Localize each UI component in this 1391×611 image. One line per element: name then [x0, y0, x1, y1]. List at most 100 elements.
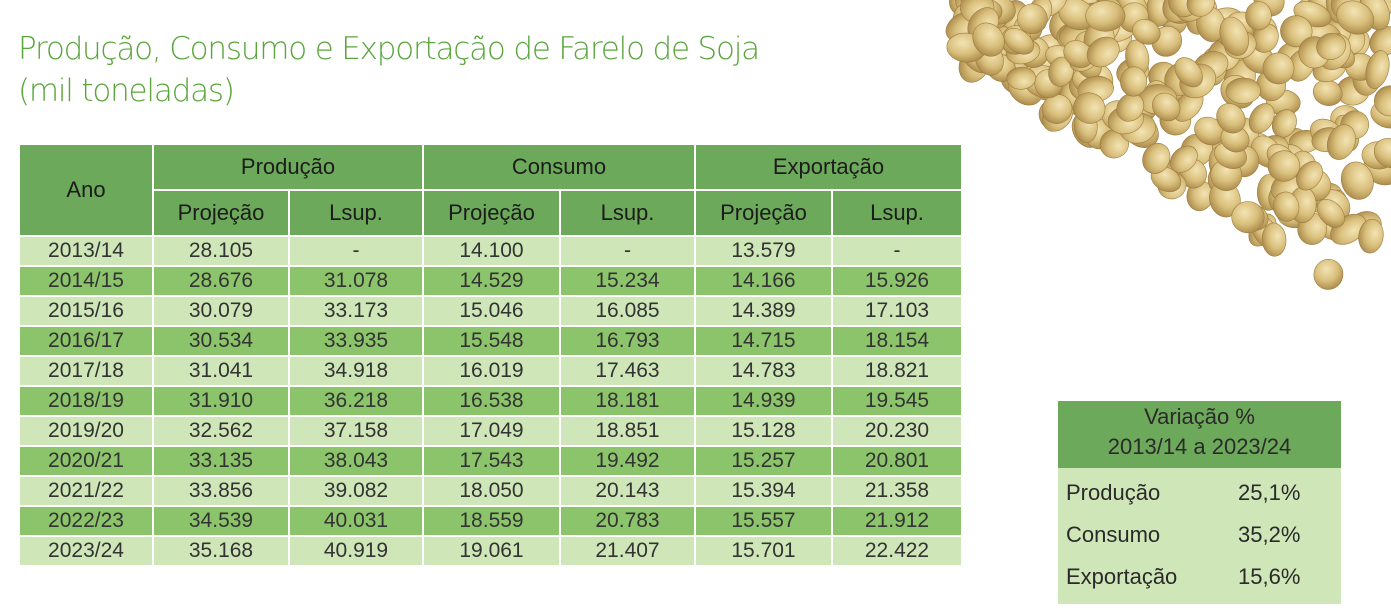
value-cell: 18.559	[422, 505, 561, 537]
value-cell: 38.043	[288, 445, 424, 477]
value-cell: 30.079	[152, 295, 290, 327]
soybean-shape	[1316, 32, 1346, 60]
soybean-shape	[1225, 77, 1261, 104]
soybean-shape	[1369, 26, 1391, 57]
soybean-shape	[1272, 191, 1300, 222]
value-cell: 14.529	[422, 265, 561, 297]
value-cell: 18.821	[831, 355, 963, 387]
value-cell: 39.082	[288, 475, 424, 507]
year-cell: 2022/23	[18, 505, 154, 537]
table-row: 2019/20 32.562 37.158 17.049 18.851 15.128 20.…	[18, 415, 963, 447]
value-cell: 19.492	[559, 445, 696, 477]
soybean-shape	[972, 22, 1005, 57]
value-cell: 35.168	[152, 535, 290, 567]
value-cell: 28.105	[152, 235, 290, 267]
value-cell: 15.234	[559, 265, 696, 297]
value-cell: 21.912	[831, 505, 963, 537]
soybean-shape	[1120, 66, 1148, 97]
variation-summary-box: Variação % 2013/14 a 2023/24 Produção 25…	[1058, 401, 1341, 604]
value-cell: 13.579	[694, 235, 833, 267]
value-cell: -	[288, 235, 424, 267]
soybean-shape	[1358, 218, 1384, 254]
value-cell: 33.935	[288, 325, 424, 357]
value-cell: 21.358	[831, 475, 963, 507]
year-cell: 2016/17	[18, 325, 154, 357]
value-cell: 20.143	[559, 475, 696, 507]
soybean-shape	[1316, 199, 1345, 228]
soybean-shape	[1073, 92, 1106, 124]
year-cell: 2013/14	[18, 235, 154, 267]
summary-value: 15,6%	[1238, 564, 1301, 589]
soybean-shape	[1216, 103, 1246, 134]
summary-value: 35,2%	[1238, 522, 1301, 547]
value-cell: 15.394	[694, 475, 833, 507]
value-cell: 30.534	[152, 325, 290, 357]
soybean-shape	[1365, 50, 1390, 89]
value-cell: 33.173	[288, 295, 424, 327]
summary-value: 25,1%	[1238, 480, 1301, 505]
value-cell: 34.539	[152, 505, 290, 537]
year-cell: 2014/15	[18, 265, 154, 297]
value-cell: 40.031	[288, 505, 424, 537]
soybean-shape	[1174, 57, 1203, 88]
table-row: 2021/22 33.856 39.082 18.050 20.143 15.394 21.…	[18, 475, 963, 507]
value-cell: 15.557	[694, 505, 833, 537]
soybean-shape	[1245, 1, 1272, 31]
value-cell: 33.856	[152, 475, 290, 507]
table-row: 2023/24 35.168 40.919 19.061 21.407 15.701 22.…	[18, 535, 963, 567]
value-cell: 18.851	[559, 415, 696, 447]
soybean-shape	[1326, 124, 1356, 160]
value-cell: 34.918	[288, 355, 424, 387]
header-consumo: Consumo	[422, 143, 696, 191]
soybean-shape	[1017, 3, 1048, 35]
table-row: 2013/14 28.105-14.100-13.579-	[18, 235, 963, 267]
value-cell: 37.158	[288, 415, 424, 447]
soybean-shape	[1267, 150, 1301, 182]
soybean-shape	[1261, 222, 1287, 257]
year-cell: 2015/16	[18, 295, 154, 327]
soybean-shape	[1085, 0, 1126, 32]
soybean-shape	[1086, 36, 1120, 68]
table-row: 2020/21 33.135 38.043 17.543 19.492 15.257 20.…	[18, 445, 963, 477]
summary-label: Consumo	[1066, 522, 1161, 547]
table-row: 2018/19 31.910 36.218 16.538 18.181 14.939 19.…	[18, 385, 963, 417]
value-cell: 19.061	[422, 535, 561, 567]
soybean-shape	[1186, 0, 1215, 17]
value-cell: 17.463	[559, 355, 696, 387]
soybean-shape	[1003, 28, 1034, 55]
soy-meal-table: Ano Produção Consumo Exportação Projeção…	[18, 143, 963, 567]
year-cell: 2023/24	[18, 535, 154, 567]
value-cell: 31.041	[152, 355, 290, 387]
soybean-shape	[1313, 259, 1344, 290]
value-cell: 31.910	[152, 385, 290, 417]
table-row: 2015/16 30.079 33.173 15.046 16.085 14.389 17.…	[18, 295, 963, 327]
value-cell: 14.715	[694, 325, 833, 357]
soybeans-image	[945, 0, 1391, 290]
table-row: 2016/17 30.534 33.935 15.548 16.793 14.715 18.…	[18, 325, 963, 357]
header-year: Ano	[18, 143, 154, 237]
year-cell: 2020/21	[18, 445, 154, 477]
chart-title-line2: (mil toneladas)	[18, 73, 235, 109]
value-cell: 33.135	[152, 445, 290, 477]
value-cell: 15.548	[422, 325, 561, 357]
value-cell: 17.103	[831, 295, 963, 327]
value-cell: 17.543	[422, 445, 561, 477]
table-row: 2022/23 34.539 40.031 18.559 20.783 15.557 21.…	[18, 505, 963, 537]
value-cell: -	[831, 235, 963, 267]
soybean-shape	[1340, 161, 1374, 200]
subheader-consumo-lsup: Lsup.	[559, 189, 696, 237]
summary-title-line1: Variação %	[1144, 404, 1255, 429]
value-cell: 19.545	[831, 385, 963, 417]
value-cell: 20.783	[559, 505, 696, 537]
value-cell: 31.078	[288, 265, 424, 297]
soybean-shape	[1373, 138, 1391, 169]
subheader-consumo-projecao: Projeção	[422, 189, 561, 237]
value-cell: 16.793	[559, 325, 696, 357]
soybean-shape	[1252, 23, 1279, 53]
value-cell: 20.801	[831, 445, 963, 477]
value-cell: 15.128	[694, 415, 833, 447]
soybean-shape	[1248, 103, 1275, 134]
value-cell: 16.019	[422, 355, 561, 387]
year-cell: 2019/20	[18, 415, 154, 447]
year-cell: 2021/22	[18, 475, 154, 507]
